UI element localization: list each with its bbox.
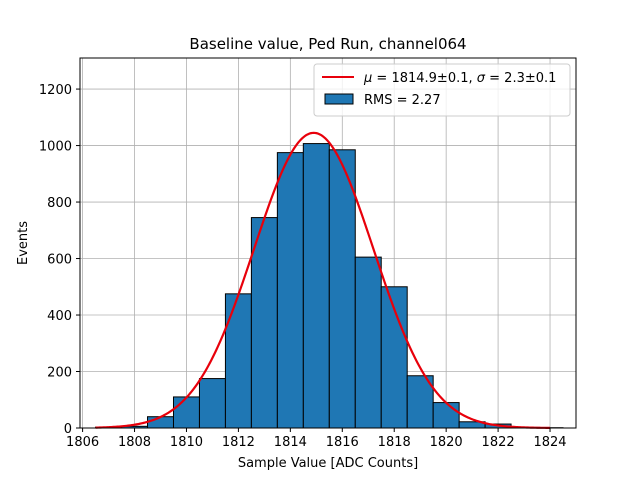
- x-axis-label: Sample Value [ADC Counts]: [238, 456, 418, 471]
- legend-fit-mu: μ: [363, 71, 372, 86]
- x-tick-label-4: 1814: [274, 435, 307, 450]
- x-tick-label-5: 1816: [326, 435, 359, 450]
- legend-box: [313, 63, 571, 117]
- y-tick-label-1: 200: [47, 366, 72, 381]
- legend-fit-sigma: σ: [477, 71, 486, 86]
- chart-title: Baseline value, Ped Run, channel064: [189, 35, 466, 53]
- histogram-bar-7: [276, 152, 304, 429]
- x-tick-label-3: 1812: [222, 435, 255, 450]
- y-tick-label-2: 400: [47, 309, 72, 324]
- histogram-bar-3: [172, 396, 200, 429]
- x-tick-label-2: 1810: [170, 435, 203, 450]
- y-axis-ticks: 0 200 400 600 800 1000 1200: [39, 83, 80, 437]
- y-tick-label-6: 1200: [39, 83, 72, 98]
- legend-fit-sigma-value: = 2.3±0.1: [485, 71, 556, 86]
- histogram-bar-5: [224, 293, 252, 429]
- legend-fit-mu-value: = 1814.9±0.1,: [372, 71, 476, 86]
- histogram-bar-10: [354, 256, 382, 429]
- y-tick-label-5: 1000: [39, 140, 72, 155]
- legend: μ = 1814.9±0.1, σ = 2.3±0.1 RMS = 2.27: [313, 63, 571, 117]
- legend-rms-swatch: [324, 93, 354, 105]
- x-tick-label-9: 1824: [533, 435, 566, 450]
- x-axis-ticks: 1806 1808 1810 1812 1814 1816 1818 1820 1822 1824: [66, 428, 567, 450]
- x-tick-label-8: 1822: [482, 435, 515, 450]
- histogram-bar-4: [198, 378, 226, 429]
- y-tick-label-0: 0: [64, 422, 72, 437]
- histogram-bar-6: [250, 217, 278, 429]
- histogram-bar-8: [302, 143, 330, 429]
- y-axis-label: Events: [16, 221, 31, 265]
- y-tick-label-4: 800: [47, 196, 72, 211]
- x-tick-label-1: 1808: [118, 435, 151, 450]
- x-tick-label-0: 1806: [66, 435, 99, 450]
- x-tick-label-7: 1820: [430, 435, 463, 450]
- fit-curve-line: [95, 131, 551, 429]
- plot-frame: [79, 57, 577, 429]
- legend-fit-label: μ = 1814.9±0.1, σ = 2.3±0.1: [363, 71, 556, 86]
- histogram-bar-13: [432, 402, 460, 429]
- legend-rms-label: RMS = 2.27: [364, 93, 441, 108]
- y-tick-label-3: 600: [47, 253, 72, 268]
- fit-curve: [95, 131, 551, 429]
- histogram-bar-2: [147, 416, 174, 429]
- histogram-bar-9: [328, 149, 356, 429]
- x-tick-label-6: 1818: [378, 435, 411, 450]
